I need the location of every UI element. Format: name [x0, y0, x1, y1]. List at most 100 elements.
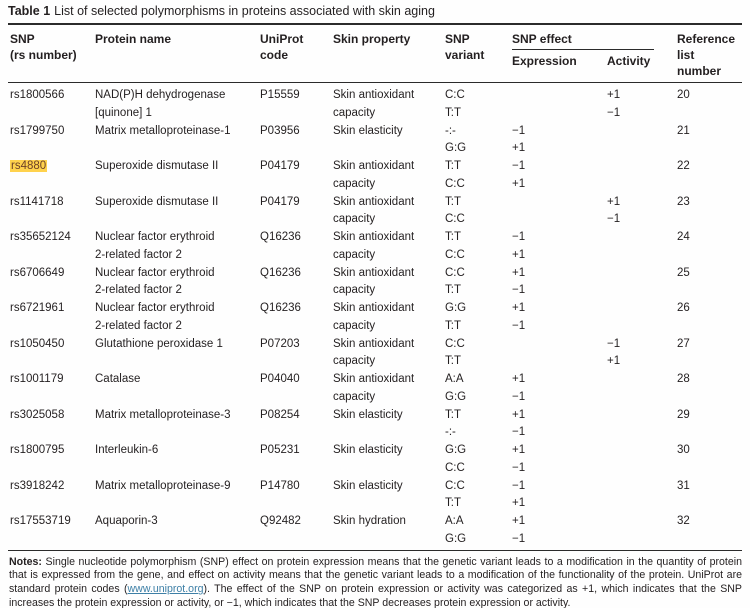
table-body: rs1800566 NAD(P)H dehydrogenase [quinone] … — [8, 83, 742, 549]
snp-id-line: rs1800566 — [10, 87, 95, 105]
header-uniprot: UniProt code — [260, 31, 333, 63]
table-row: rs17553719 Aquaporin-3 Q92482 Skin hydratio… — [8, 513, 742, 549]
uniprot-code-cell: Q16236 — [260, 229, 333, 247]
activity-effect-cell-line — [607, 229, 677, 247]
skin-property-cell-line: Skin hydration — [333, 515, 406, 527]
skin-property-cell-line: Skin antioxidant — [333, 195, 415, 208]
table-row: rs1799750 Matrix metalloproteinase-1 P0395… — [8, 123, 742, 159]
snp-id: rs1800566 — [10, 89, 65, 101]
protein-name-cell: Matrix metalloproteinase-1 — [95, 123, 260, 141]
protein-name-cell-line: NAD(P)H dehydrogenase — [95, 89, 226, 101]
header-snp-effect-label: SNP effect — [512, 31, 654, 50]
activity-effect-cell-line — [607, 460, 677, 478]
activity-effect-cell-line: +1 — [607, 89, 621, 101]
protein-name-cell-line: Matrix metalloproteinase-1 — [95, 124, 231, 137]
expression-effect-cell-line: −1 — [512, 426, 526, 439]
reference-number-cell: 29 — [677, 407, 742, 425]
activity-effect-cell-line: −1 — [607, 337, 621, 350]
activity-effect-cell-line: +1 — [607, 195, 621, 208]
snp-variant-cell-line: C:C — [445, 461, 465, 474]
notes-text-after-link: ). The effect of the SNP on protein expr… — [9, 583, 742, 608]
activity-effect-cell-line — [607, 265, 677, 283]
expression-effect-cell-line: +1 — [512, 142, 526, 155]
snp-id-line: rs6706649 — [10, 265, 95, 283]
snp-variant-cell-line: -:- — [445, 124, 456, 137]
header-snp-variant: SNP variant — [445, 31, 512, 63]
expression-effect-cell-line: +1 — [512, 302, 526, 314]
snp-variant-cell: A:A G:G — [445, 513, 512, 548]
snp-variant-cell-line: C:C — [445, 213, 465, 226]
header-uniprot-line1: UniProt — [260, 32, 304, 46]
table-row: rs4880 Superoxide dismutase II P04179 Skin … — [8, 158, 742, 194]
table-caption: List of selected polymorphisms in protei… — [54, 4, 435, 18]
table-row: rs35652124 Nuclear factor erythroid 2-rela… — [8, 229, 742, 265]
expression-effect-cell: +1 −1 — [512, 442, 607, 477]
expression-effect-cell-line: −1 — [512, 532, 526, 545]
activity-effect-cell-line — [607, 478, 677, 496]
table-row: rs1800566 NAD(P)H dehydrogenase [quinone] … — [8, 87, 742, 123]
reference-number-cell: 24 — [677, 229, 742, 247]
table-row: rs3025058 Matrix metalloproteinase-3 P0825… — [8, 407, 742, 443]
header-snp-line2: (rs number) — [10, 48, 77, 62]
uniprot-code-cell-line: Q16236 — [260, 302, 301, 314]
snp-cell: rs1800566 — [10, 87, 95, 105]
activity-effect-cell-line — [607, 300, 677, 318]
skin-property-cell: Skin hydration — [333, 513, 445, 531]
notes: Notes: Single nucleotide polymorphism (S… — [8, 549, 742, 608]
reference-number-cell: 31 — [677, 478, 742, 496]
snp-id: rs1001179 — [10, 373, 64, 385]
expression-effect-cell-line — [512, 211, 607, 229]
reference-number-cell: 26 — [677, 300, 742, 318]
header-snp-effect-subcolumns: Expression Activity — [512, 53, 677, 69]
snp-id-line: rs35652124 — [10, 229, 95, 247]
header-variant-line1: SNP — [445, 32, 470, 46]
snp-variant-cell-line: T:T — [445, 284, 461, 297]
expression-effect-cell: +1 −1 — [512, 407, 607, 442]
snp-id-line: rs1141718 — [10, 194, 95, 212]
expression-effect-cell-line: −1 — [512, 479, 526, 492]
snp-cell: rs35652124 — [10, 229, 95, 247]
protein-name-cell-line: Nuclear factor erythroid — [95, 266, 215, 279]
notes-text-before-link: Single nucleotide polymorphism (SNP) eff… — [9, 555, 742, 596]
expression-effect-cell-line — [512, 194, 607, 212]
snp-variant-cell-line: C:C — [445, 337, 465, 350]
expression-effect-cell-line: −1 — [512, 284, 526, 297]
expression-effect-cell — [512, 87, 607, 122]
snp-variant-cell: C:C T:T — [445, 336, 512, 371]
snp-id-line: rs6721961 — [10, 300, 95, 318]
skin-property-cell-line: capacity — [333, 355, 376, 368]
protein-name-cell-line: Nuclear factor erythroid — [95, 231, 215, 243]
uniprot-link[interactable]: www.uniprot.org — [127, 583, 204, 596]
snp-variant-cell-line: A:A — [445, 373, 464, 385]
snp-id-line: rs1799750 — [10, 123, 95, 141]
table-row: rs1050450 Glutathione peroxidase 1 P07203 S… — [8, 336, 742, 372]
expression-effect-cell: −1 +1 — [512, 158, 607, 193]
activity-effect-cell-line — [607, 424, 677, 442]
skin-property-cell-line: Skin antioxidant — [333, 89, 415, 101]
skin-property-cell-line: capacity — [333, 177, 376, 190]
reference-number-cell-line: 29 — [677, 408, 690, 421]
snp-variant-cell-line: G:G — [445, 390, 467, 403]
skin-property-cell: Skin antioxidant capacity — [333, 265, 445, 300]
protein-name-cell-line: Matrix metalloproteinase-3 — [95, 408, 231, 421]
activity-effect-cell: +1 −1 — [607, 87, 677, 122]
reference-number-cell-line: 24 — [677, 231, 690, 243]
snp-variant-cell-line: C:C — [445, 248, 465, 261]
skin-property-cell-line: Skin antioxidant — [333, 337, 415, 350]
protein-name-cell-line: Superoxide dismutase II — [95, 195, 219, 208]
snp-variant-cell-line: G:G — [445, 302, 467, 314]
snp-id: rs1799750 — [10, 124, 65, 137]
expression-effect-cell: +1 −1 — [512, 300, 607, 335]
skin-property-cell: Skin antioxidant capacity — [333, 158, 445, 193]
uniprot-code-cell-line: P14780 — [260, 479, 300, 492]
snp-variant-cell-line: T:T — [445, 195, 461, 208]
snp-cell: rs1800795 — [10, 442, 95, 460]
activity-effect-cell — [607, 158, 677, 193]
protein-name-cell-line: Interleukin-6 — [95, 444, 159, 456]
header-reference-line1: Reference — [677, 32, 736, 46]
snp-variant-cell: C:C T:T — [445, 478, 512, 513]
uniprot-code-cell: P07203 — [260, 336, 333, 354]
snp-variant-cell: T:T -:- — [445, 407, 512, 442]
snp-id: rs1800795 — [10, 444, 65, 456]
protein-name-cell-line: Glutathione peroxidase 1 — [95, 337, 223, 350]
